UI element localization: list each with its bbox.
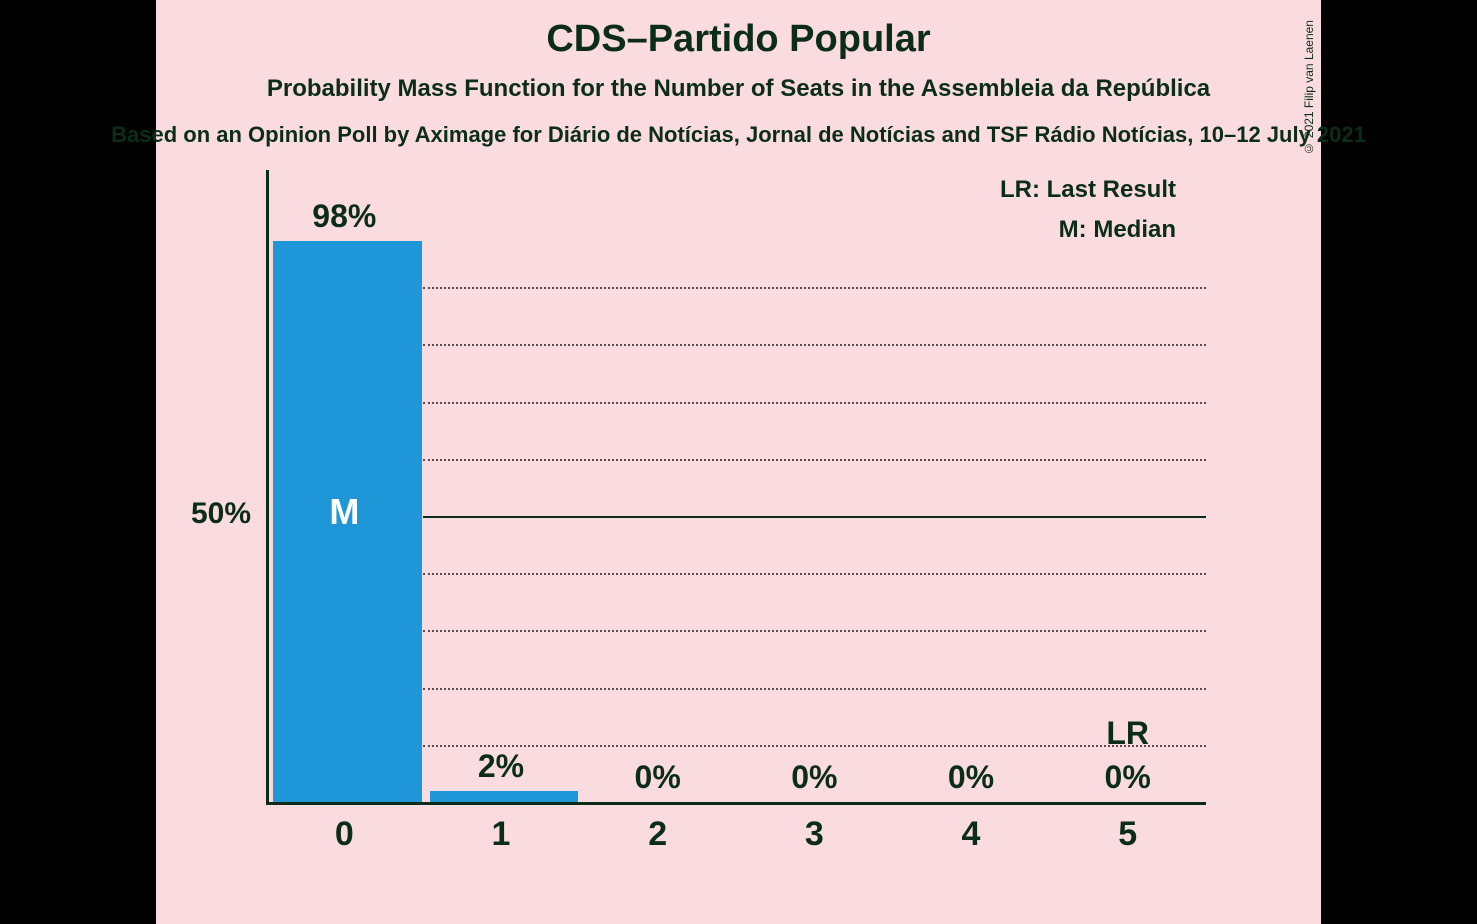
bar-value-label: 0% xyxy=(1049,759,1206,796)
y-tick-label: 50% xyxy=(166,497,251,531)
y-axis xyxy=(266,170,269,805)
x-tick-label: 1 xyxy=(423,815,580,854)
grid-line xyxy=(423,630,1206,632)
chart-title: CDS–Partido Popular xyxy=(156,18,1321,61)
grid-line xyxy=(423,287,1206,289)
bar xyxy=(430,791,579,802)
chart-caption: Based on an Opinion Poll by Aximage for … xyxy=(0,122,1477,148)
x-tick-label: 4 xyxy=(893,815,1050,854)
grid-line xyxy=(423,459,1206,461)
grid-line xyxy=(423,402,1206,404)
median-marker: M xyxy=(266,491,423,533)
grid-line xyxy=(423,516,1206,518)
bar-value-label: 0% xyxy=(736,759,893,796)
chart-credit: © 2021 Filip van Laenen xyxy=(1302,20,1316,155)
x-tick-label: 0 xyxy=(266,815,423,854)
bar-value-label: 0% xyxy=(893,759,1050,796)
plot-area: 50%98%M02%10%20%30%40%LR5 xyxy=(266,170,1206,805)
x-tick-label: 5 xyxy=(1049,815,1206,854)
bar-value-label: 0% xyxy=(579,759,736,796)
x-tick-label: 2 xyxy=(579,815,736,854)
grid-line xyxy=(423,344,1206,346)
chart-canvas: CDS–Partido Popular Probability Mass Fun… xyxy=(156,0,1321,924)
grid-line xyxy=(423,688,1206,690)
chart-subtitle: Probability Mass Function for the Number… xyxy=(156,75,1321,103)
grid-line xyxy=(423,573,1206,575)
x-tick-label: 3 xyxy=(736,815,893,854)
last-result-marker: LR xyxy=(1049,715,1206,752)
x-axis xyxy=(266,802,1206,805)
bar-value-label: 2% xyxy=(423,748,580,785)
bar-value-label: 98% xyxy=(266,198,423,235)
